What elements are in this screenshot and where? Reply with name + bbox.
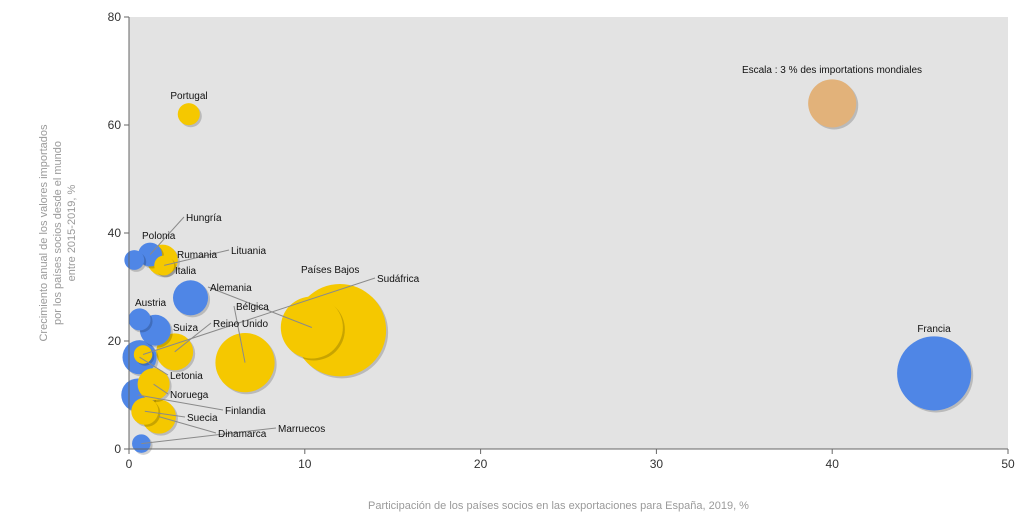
bubble-circle	[124, 250, 145, 270]
label-hungria: Hungría	[186, 213, 222, 224]
bubble-scale	[808, 79, 859, 130]
label-dinamarca: Dinamarca	[218, 429, 267, 440]
label-noruega: Noruega	[170, 390, 209, 401]
axis-ticks: 0 10 20 30 40 50 0 20 40 60 80	[108, 10, 1015, 471]
y-tick-label: 80	[108, 10, 122, 24]
label-austria: Austria	[135, 298, 167, 309]
label-francia: Francia	[917, 324, 951, 335]
label-alemania: Alemania	[210, 283, 252, 294]
bubble-suecia	[131, 397, 161, 427]
plot-area	[129, 17, 1008, 449]
bubble-circle	[131, 397, 159, 425]
x-tick-label: 20	[474, 457, 488, 471]
x-tick-label: 10	[298, 457, 312, 471]
bubble-portugal	[177, 103, 202, 128]
leader-dinamarca	[158, 416, 217, 434]
label-lituania: Lituania	[231, 246, 266, 257]
leader-marruecos	[141, 427, 277, 445]
bubble-circle	[808, 79, 857, 128]
label-finlandia: Finlandia	[225, 406, 266, 417]
bubble-reino-unido	[156, 333, 196, 373]
label-belgica: Bélgica	[236, 302, 269, 313]
label-suiza: Suiza	[173, 323, 198, 334]
label-marruecos: Marruecos	[278, 424, 325, 435]
bubbles	[121, 79, 974, 455]
leader-alemania	[207, 286, 313, 328]
bubble-circle	[156, 333, 194, 371]
x-tick-label: 40	[826, 457, 840, 471]
y-axis-title-line: entre 2015-2019, %	[66, 184, 78, 281]
leader-sudafrica	[142, 277, 376, 355]
label-rumania: Rumania	[177, 250, 217, 261]
x-tick-label: 0	[126, 457, 133, 471]
leader-noruega	[153, 383, 169, 395]
label-portugal: Portugal	[170, 91, 207, 102]
y-axis-title: Crecimiento anual de los valores importa…	[38, 124, 78, 342]
leader-hungria	[149, 216, 185, 255]
bubble-francia	[897, 336, 974, 413]
label-italia: Italia	[175, 266, 197, 277]
bubble-circle	[215, 333, 275, 393]
bubble-circle	[897, 336, 972, 411]
label-sudafrica: Sudáfrica	[377, 274, 420, 285]
bubble-italia	[172, 280, 211, 318]
y-tick-label: 20	[108, 334, 122, 348]
bubble-circle	[128, 308, 151, 331]
y-tick-label: 40	[108, 226, 122, 240]
bubble-belgica	[215, 333, 277, 395]
leader-letonia	[139, 356, 169, 376]
x-tick-label: 30	[650, 457, 664, 471]
bubble-circle	[177, 103, 200, 126]
x-tick-label: 50	[1001, 457, 1015, 471]
leader-belgica	[233, 305, 246, 363]
y-tick-label: 60	[108, 118, 122, 132]
label-paises-bajos: Países Bajos	[301, 265, 359, 276]
label-polonia: Polonia	[142, 231, 176, 242]
y-tick-label: 0	[114, 442, 121, 456]
leader-finlandia	[137, 394, 224, 411]
y-axis-title-line: por los países socios desde el mundo	[52, 141, 64, 325]
y-axis-title-line: Crecimiento anual de los valores importa…	[38, 124, 50, 342]
label-leaders	[137, 216, 376, 445]
label-reino-unido: Reino Unido	[213, 319, 268, 330]
bubble-circle	[172, 280, 209, 316]
leader-lituania	[164, 249, 230, 266]
bubble-austria	[128, 308, 153, 333]
label-suecia: Suecia	[187, 413, 218, 424]
scale-note: Escala : 3 % des importations mondiales	[742, 65, 922, 76]
leader-reino-unido	[174, 322, 212, 353]
label-letonia: Letonia	[170, 371, 203, 382]
x-axis-title: Participación de los países socios en la…	[368, 500, 749, 512]
leader-suecia	[144, 410, 186, 418]
